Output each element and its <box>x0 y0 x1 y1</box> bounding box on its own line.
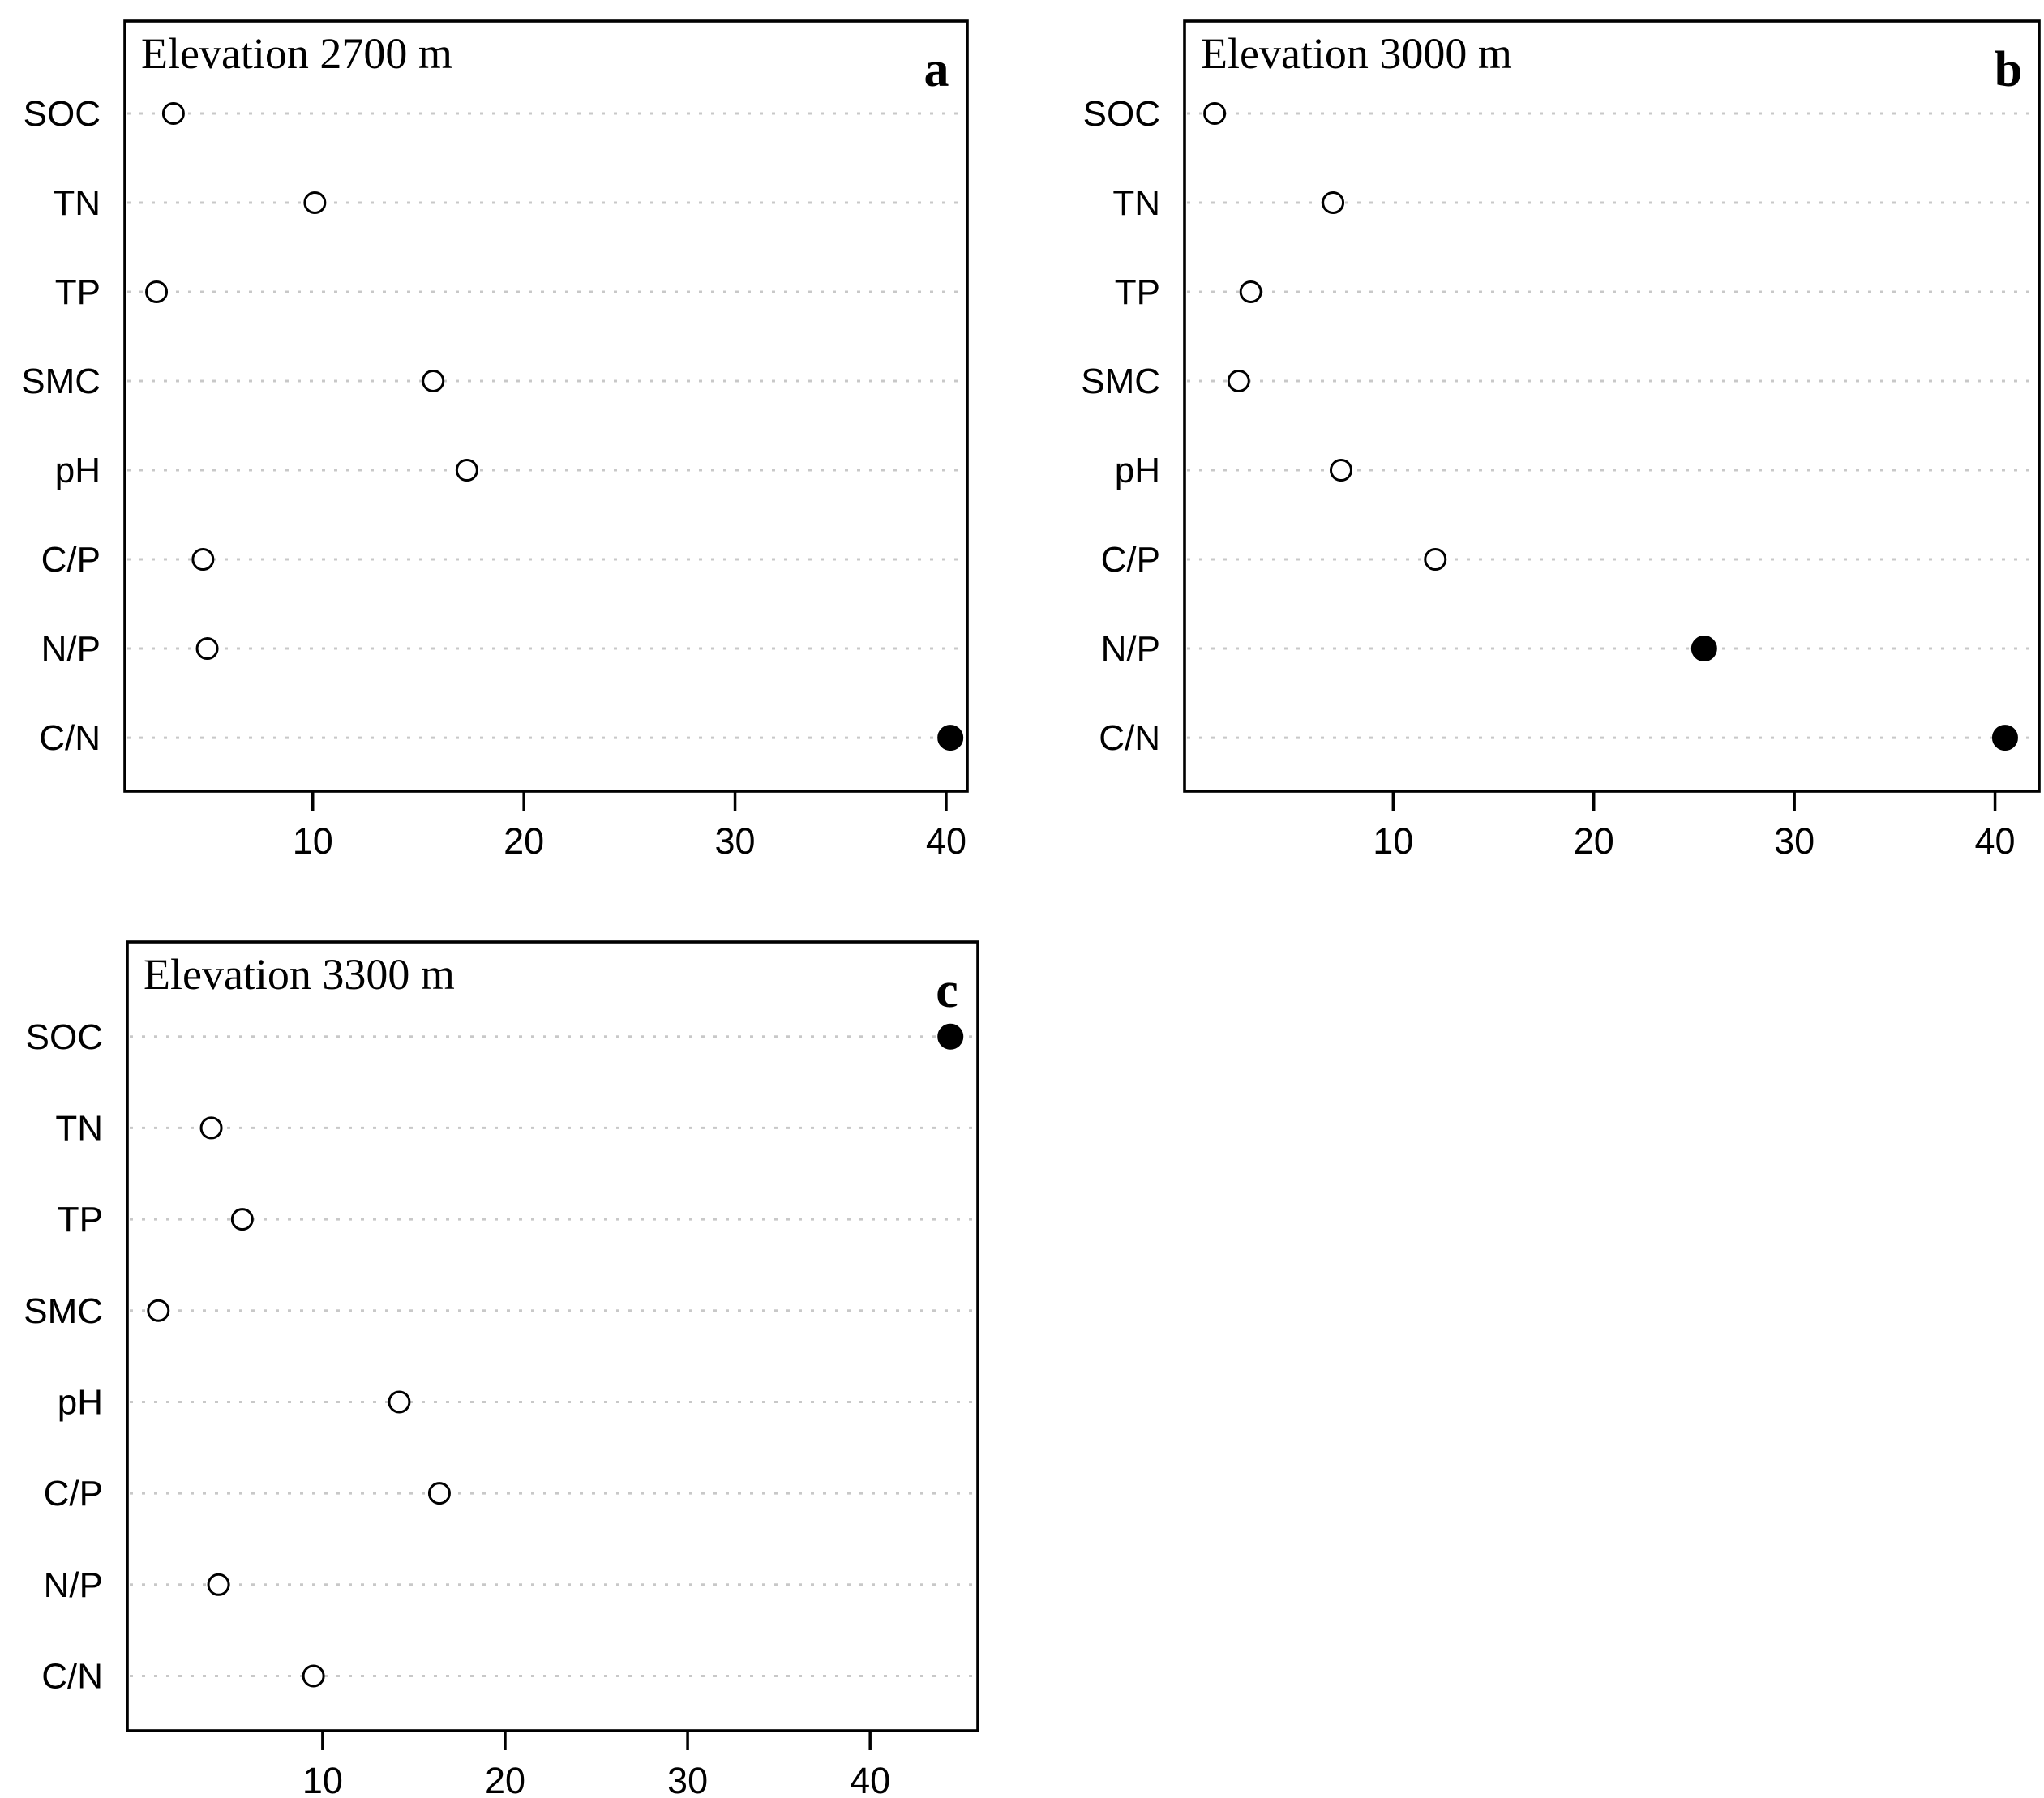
data-point-open <box>303 191 327 215</box>
data-point-filled <box>937 725 964 751</box>
panel-border <box>1183 19 2041 793</box>
panel-title: Elevation 2700 m <box>141 29 452 78</box>
category-label: pH <box>55 451 101 490</box>
data-point-open <box>302 1664 325 1688</box>
data-point-open <box>195 637 219 661</box>
data-point-open <box>422 370 445 393</box>
data-point-open <box>1239 280 1262 304</box>
data-point-open <box>191 548 215 572</box>
axis-tick-label: 40 <box>850 1760 890 1798</box>
panel-border <box>123 19 969 793</box>
data-point-open <box>147 1299 170 1322</box>
category-label: SMC <box>21 362 101 401</box>
category-label: C/P <box>41 540 101 580</box>
panel-letter: b <box>1995 42 2022 97</box>
data-point-open <box>388 1390 411 1414</box>
data-point-filled <box>1991 725 2018 751</box>
data-point-open <box>1322 191 1345 215</box>
data-point-filled <box>937 1023 964 1050</box>
data-point-open <box>161 102 185 125</box>
data-point-open <box>145 280 169 304</box>
axis-tick-label: 20 <box>485 1760 525 1798</box>
axis-tick-label: 30 <box>715 820 756 862</box>
panel-border <box>126 940 979 1732</box>
data-point-open <box>1203 102 1227 125</box>
category-label: SMC <box>24 1291 103 1331</box>
category-label: N/P <box>41 629 101 669</box>
axis-tick-label: 40 <box>1975 820 2016 862</box>
category-label: SOC <box>26 1017 103 1057</box>
axis-tick-label: 40 <box>926 820 966 862</box>
data-point-open <box>1329 459 1352 482</box>
data-point-open <box>1227 370 1250 393</box>
category-label: C/N <box>41 1656 103 1696</box>
axis-tick-label: 10 <box>1373 820 1413 862</box>
panel-letter: a <box>924 42 949 97</box>
category-label: TP <box>58 1200 103 1239</box>
axis-tick-label: 30 <box>1774 820 1815 862</box>
panel-b: SOC TN TP SMC pH C/P N/P C/N 10 20 30 40 Elevation 3… <box>1081 19 2041 862</box>
data-point-open <box>1424 548 1447 572</box>
category-label: SMC <box>1081 362 1160 401</box>
category-label: SOC <box>24 94 101 134</box>
category-label: C/P <box>44 1474 103 1513</box>
category-label: N/P <box>44 1565 103 1605</box>
category-label: C/P <box>1101 540 1160 580</box>
category-label: N/P <box>1101 629 1160 669</box>
category-label: C/N <box>1099 718 1160 758</box>
category-label: TN <box>1112 183 1160 223</box>
axis-tick-label: 10 <box>293 820 333 862</box>
data-point-open <box>427 1482 451 1505</box>
data-point-open <box>230 1208 254 1231</box>
panel-title: Elevation 3300 m <box>144 950 455 999</box>
panel-letter: c <box>936 963 958 1018</box>
category-label: TN <box>55 1108 103 1148</box>
category-label: SOC <box>1083 94 1160 134</box>
category-label: C/N <box>39 718 101 758</box>
category-label: pH <box>1115 451 1160 490</box>
data-point-open <box>207 1573 230 1596</box>
panel-c: SOC TN TP SMC pH C/P N/P C/N 10 20 30 40 Elevation 3… <box>24 940 979 1798</box>
panel-a: SOC TN TP SMC pH C/P N/P C/N 10 20 30 40 Elevation 2… <box>21 19 969 862</box>
axis-tick-label: 10 <box>302 1760 343 1798</box>
axis-tick-label: 20 <box>504 820 544 862</box>
category-label: TP <box>1115 272 1160 312</box>
data-point-open <box>455 459 478 482</box>
data-point-open <box>199 1116 223 1140</box>
axis-tick-label: 20 <box>1574 820 1614 862</box>
category-label: TN <box>53 183 101 223</box>
data-point-filled <box>1690 636 1717 662</box>
category-label: TP <box>55 272 101 312</box>
category-label: pH <box>58 1382 103 1422</box>
axis-tick-label: 30 <box>667 1760 708 1798</box>
panel-title: Elevation 3000 m <box>1201 29 1512 78</box>
